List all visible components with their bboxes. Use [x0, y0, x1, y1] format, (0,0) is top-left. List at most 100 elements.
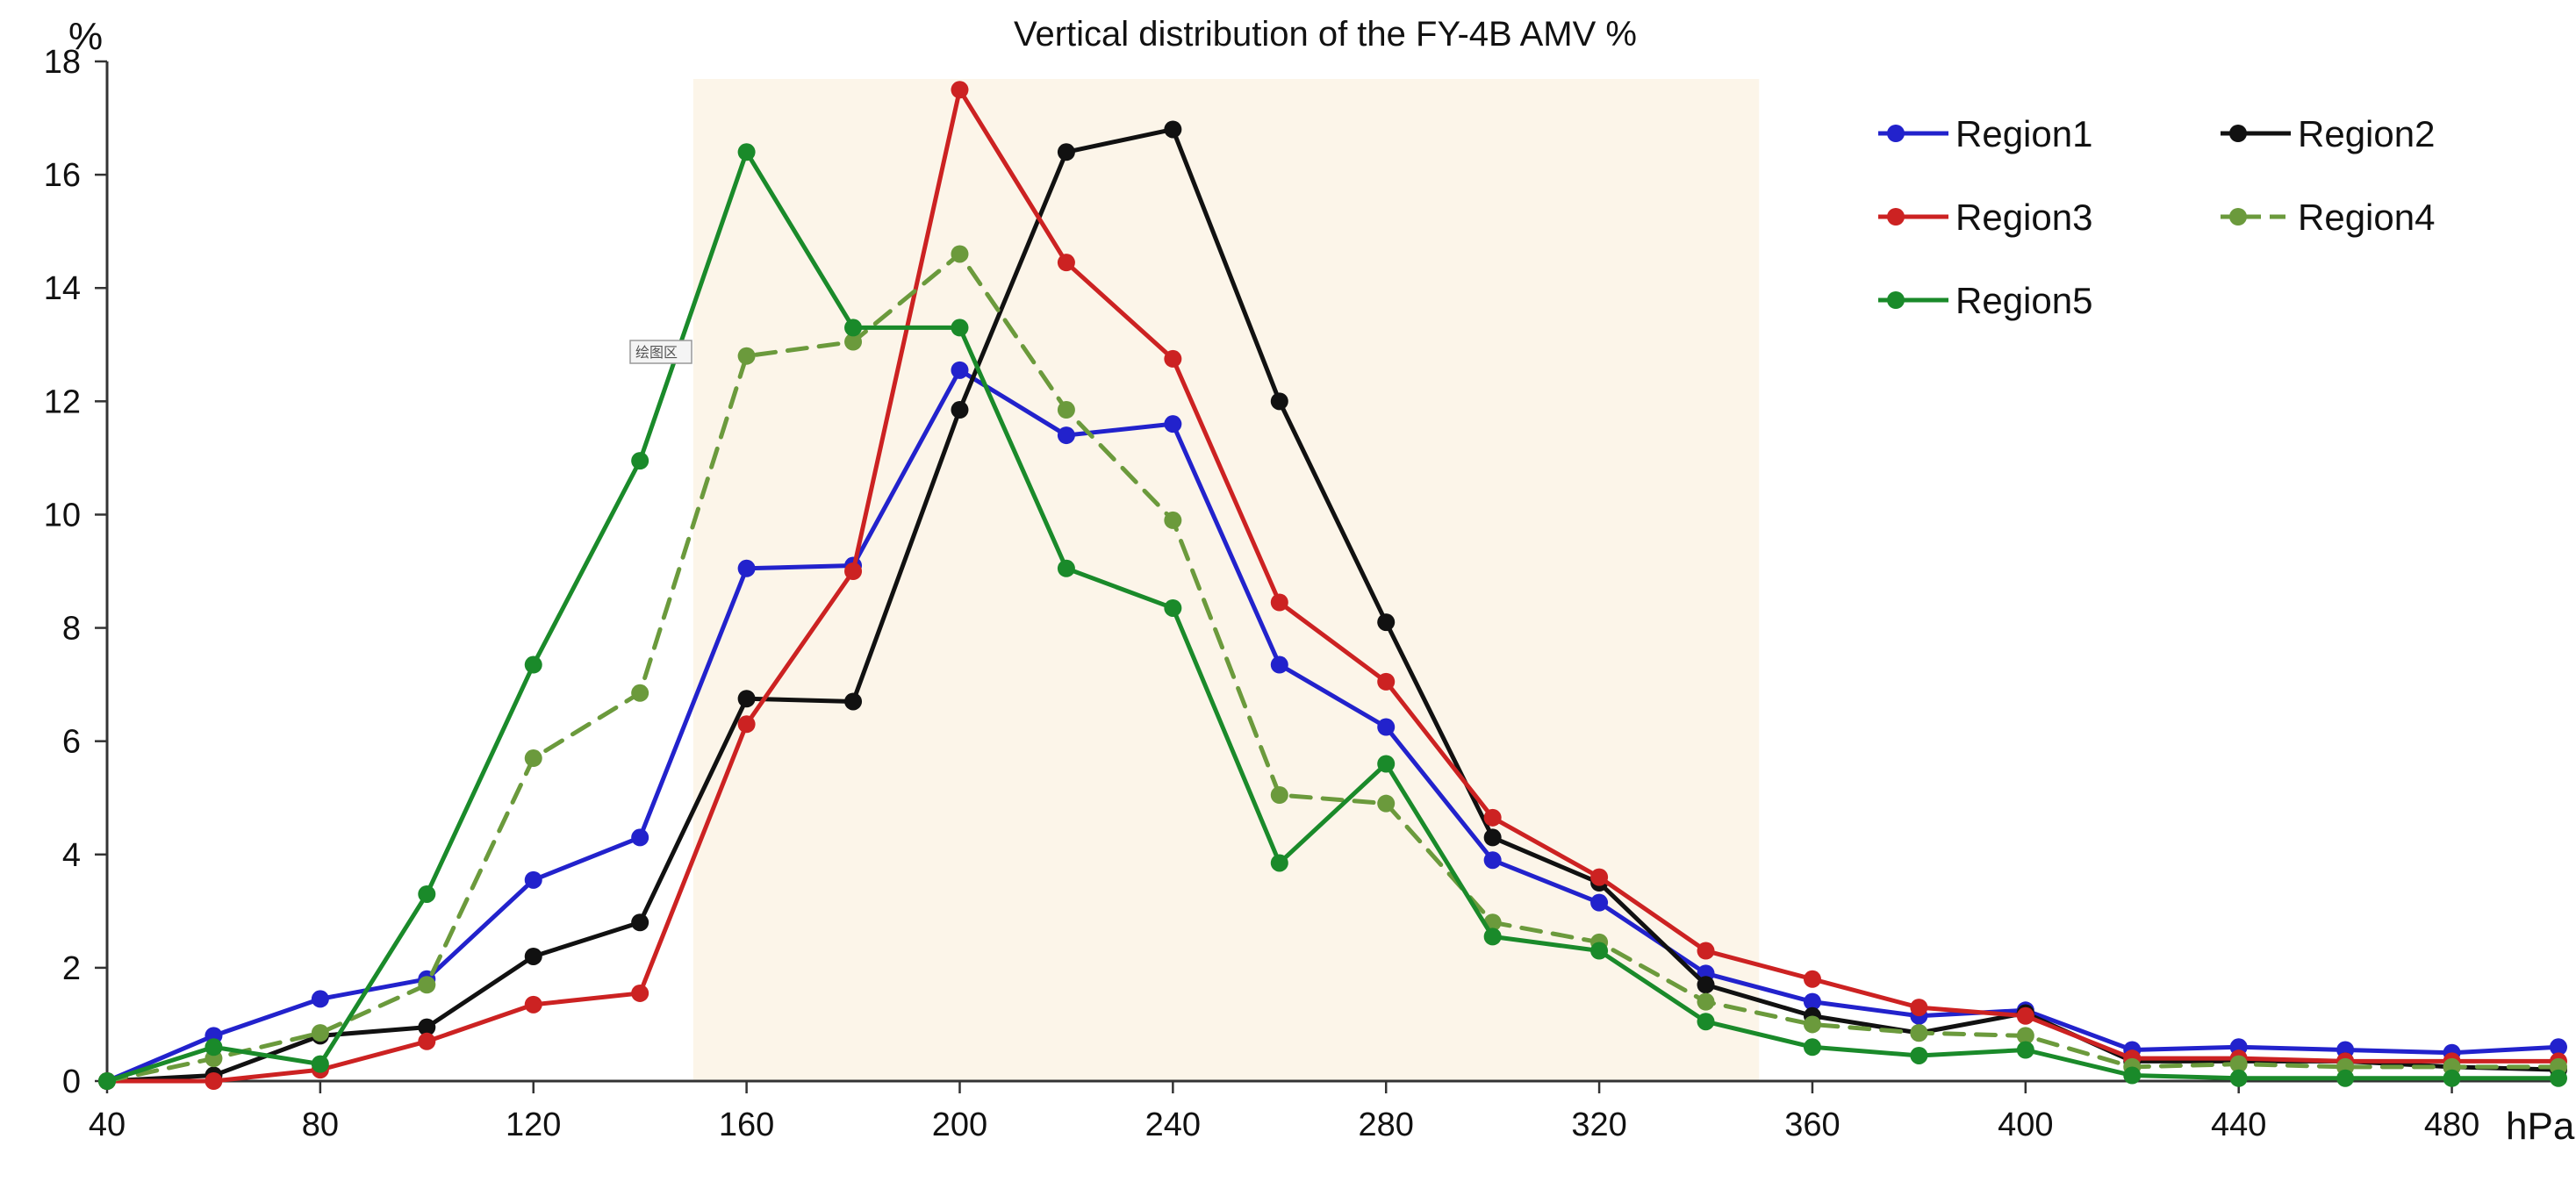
highlight-band [692, 79, 1760, 1081]
data-point [2229, 1069, 2248, 1087]
data-point [1164, 511, 1182, 529]
data-point [1057, 559, 1075, 577]
x-tick-label: 400 [1998, 1107, 2053, 1143]
data-point [1483, 851, 1502, 870]
data-point [951, 245, 969, 263]
y-tick-label: 6 [62, 724, 81, 761]
data-point [2443, 1069, 2461, 1087]
data-point [1057, 426, 1075, 445]
data-point [311, 990, 329, 1008]
series-line [104, 126, 2561, 1084]
series-region4 [98, 245, 2567, 1090]
series-line [104, 368, 2561, 1084]
data-point [418, 1032, 436, 1050]
data-point [1697, 976, 1715, 994]
data-point [1483, 808, 1502, 827]
data-point [98, 1072, 116, 1090]
data-point [2229, 1055, 2248, 1073]
y-axis-unit: % [68, 15, 103, 58]
x-tick-label: 120 [506, 1107, 561, 1143]
data-point [1377, 718, 1396, 736]
data-point [844, 319, 863, 337]
y-tick-label: 0 [62, 1064, 81, 1100]
data-point [631, 984, 649, 1002]
data-point [951, 319, 969, 337]
chart-title: Vertical distribution of the FY-4B AMV % [1014, 15, 1637, 54]
data-point [1590, 893, 1609, 912]
x-axis-ticks: 40 80 120 160 200 240 280 320 360 400 440 480 [89, 1081, 2479, 1143]
data-point [1270, 785, 1288, 804]
data-point [1803, 1015, 1821, 1034]
y-tick-label: 8 [62, 611, 81, 648]
data-point [418, 1018, 436, 1036]
series-layer [98, 81, 2567, 1090]
series-line [104, 251, 2561, 1084]
data-point [2016, 1027, 2034, 1045]
data-point [1057, 401, 1075, 419]
y-tick-label: 10 [44, 497, 81, 534]
x-tick-label: 280 [1359, 1107, 1414, 1143]
plot-area-tooltip: 绘图区 [629, 340, 692, 364]
data-point [1164, 415, 1182, 433]
series-line [104, 149, 2561, 1084]
legend-item-region2: Region2 [2221, 113, 2435, 154]
data-point [1270, 854, 1288, 872]
data-point [2336, 1069, 2355, 1087]
data-point [524, 655, 542, 674]
data-point [1803, 992, 1821, 1011]
y-tick-label: 4 [62, 837, 81, 874]
legend-swatch-marker [1887, 125, 1905, 142]
x-tick-label: 200 [932, 1107, 987, 1143]
data-point [1483, 828, 1502, 847]
data-point [631, 684, 649, 702]
tooltip-label: 绘图区 [635, 344, 678, 361]
series-region5 [98, 143, 2567, 1090]
data-point [2016, 1041, 2034, 1059]
legend: Region1 Region2 Region3 Region4 Region5 [1878, 113, 2435, 321]
data-point [1697, 1013, 1715, 1031]
data-point [1164, 120, 1182, 139]
data-point [2016, 1006, 2034, 1025]
data-point [1057, 143, 1075, 161]
data-point [1697, 942, 1715, 960]
data-point [1590, 868, 1609, 886]
data-point [844, 692, 863, 711]
data-point [1377, 755, 1396, 773]
data-point [1377, 672, 1396, 691]
legend-label: Region4 [2298, 197, 2435, 238]
data-point [1910, 999, 1928, 1017]
legend-label: Region2 [2298, 113, 2435, 154]
data-point [1697, 992, 1715, 1011]
legend-item-region5: Region5 [1878, 280, 2092, 321]
legend-item-region3: Region3 [1878, 197, 2092, 238]
series-line [104, 87, 2561, 1084]
data-point [1377, 613, 1396, 632]
data-point [1270, 593, 1288, 612]
y-tick-label: 2 [62, 950, 81, 987]
data-point [418, 885, 436, 903]
data-point [1803, 1038, 1821, 1056]
data-point [205, 1038, 223, 1056]
data-point [737, 347, 756, 365]
data-point [524, 947, 542, 965]
data-point [311, 1055, 329, 1073]
data-point [631, 452, 649, 470]
x-tick-label: 40 [89, 1107, 126, 1143]
data-point [524, 870, 542, 889]
data-point [1164, 598, 1182, 617]
y-axis-ticks: 0 2 4 6 8 10 12 14 16 18 [44, 44, 107, 1100]
data-point [951, 361, 969, 379]
data-point [1377, 794, 1396, 813]
x-tick-label: 360 [1784, 1107, 1840, 1143]
data-point [2123, 1066, 2142, 1085]
data-point [951, 401, 969, 419]
legend-swatch-marker [1887, 208, 1905, 226]
legend-swatch-marker [2229, 208, 2247, 226]
data-point [2550, 1069, 2567, 1087]
y-tick-label: 18 [44, 44, 81, 81]
x-tick-label: 320 [1571, 1107, 1626, 1143]
data-point [524, 749, 542, 768]
legend-swatch-marker [2229, 125, 2247, 142]
x-tick-label: 160 [719, 1107, 774, 1143]
x-tick-label: 80 [302, 1107, 339, 1143]
